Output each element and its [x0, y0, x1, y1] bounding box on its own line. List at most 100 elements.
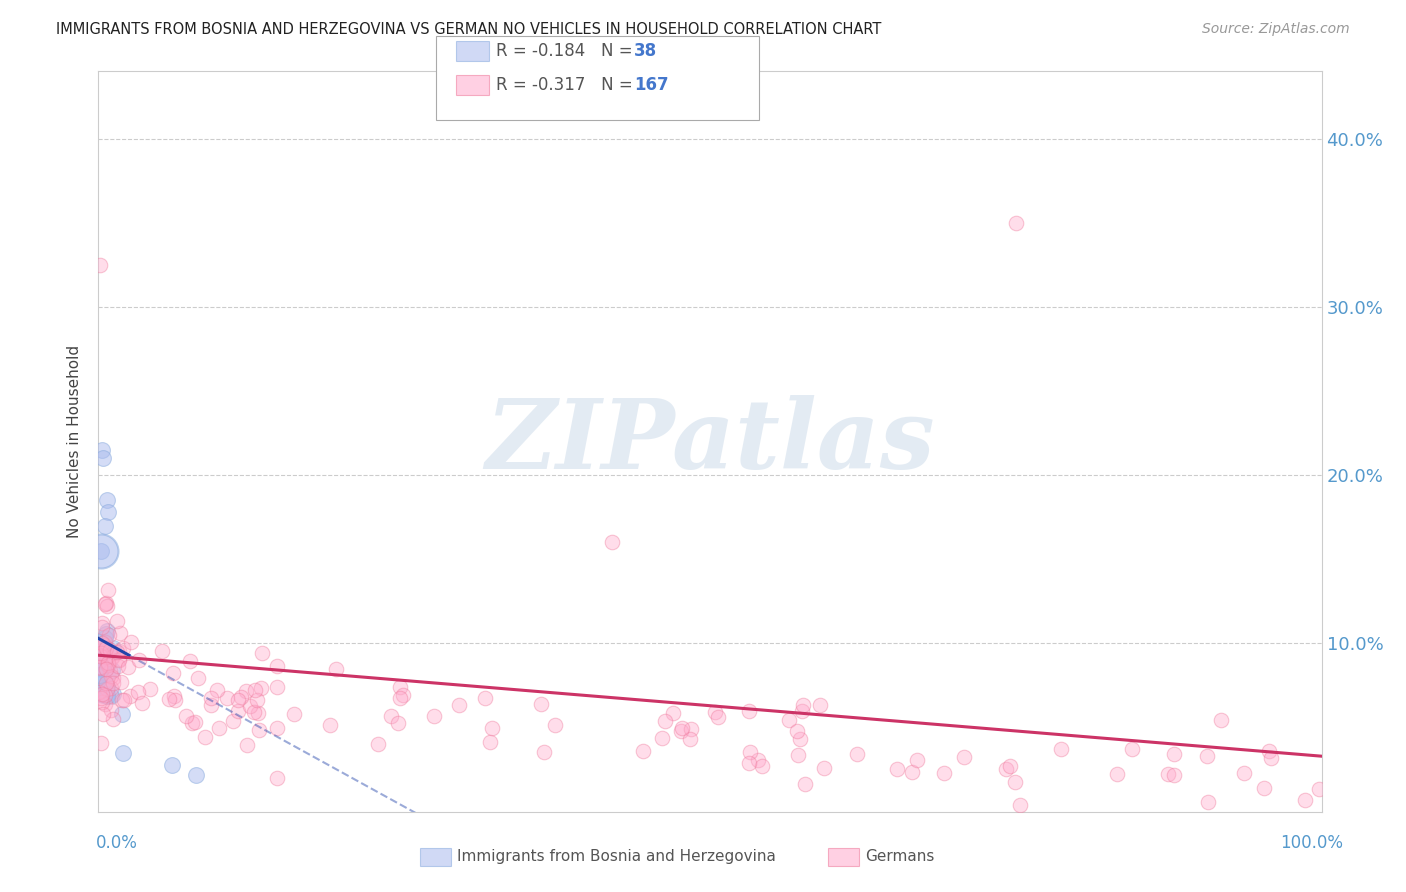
Point — [544, 717, 567, 731]
Text: 100.0%: 100.0% — [1279, 834, 1343, 852]
Point — [174, 708, 197, 723]
Point — [111, 706, 134, 721]
Point — [1233, 765, 1256, 780]
Point — [239, 699, 262, 714]
Point — [96, 493, 118, 508]
Point — [200, 698, 222, 712]
Point — [1163, 768, 1185, 782]
Point — [243, 682, 266, 697]
Point — [1195, 748, 1218, 763]
Point — [778, 714, 800, 728]
Point — [187, 671, 209, 685]
Point — [87, 670, 110, 684]
Point — [1049, 741, 1071, 756]
Point — [105, 645, 128, 659]
Point — [704, 706, 727, 720]
Point — [107, 653, 129, 667]
Point — [157, 692, 180, 706]
Point — [808, 698, 831, 712]
Point — [474, 690, 496, 705]
Point — [93, 597, 115, 611]
Point — [650, 731, 672, 746]
Point — [790, 704, 813, 718]
Point — [90, 688, 112, 702]
Point — [184, 714, 207, 729]
Point — [91, 687, 114, 701]
Point — [91, 644, 114, 658]
Point — [100, 669, 122, 683]
Point — [389, 680, 412, 694]
Point — [901, 765, 924, 780]
Point — [160, 757, 183, 772]
Point — [179, 654, 201, 668]
Point — [89, 648, 111, 663]
Point — [380, 708, 402, 723]
Point — [103, 687, 125, 701]
Point — [325, 662, 347, 676]
Point — [654, 714, 676, 728]
Point — [229, 690, 252, 705]
Point — [94, 649, 117, 664]
Point — [1008, 797, 1031, 812]
Point — [845, 747, 868, 761]
Point — [226, 692, 249, 706]
Point — [747, 753, 769, 767]
Point — [90, 736, 112, 750]
Point — [96, 662, 118, 676]
Point — [94, 632, 117, 646]
Point — [93, 698, 115, 712]
Point — [661, 706, 683, 721]
Point — [90, 646, 112, 660]
Point — [246, 706, 269, 720]
Point — [226, 704, 249, 718]
Point — [1163, 747, 1185, 761]
Point — [103, 671, 125, 685]
Point — [89, 657, 111, 672]
Point — [200, 690, 222, 705]
Point — [215, 691, 238, 706]
Text: 167: 167 — [634, 76, 669, 94]
Point — [266, 681, 288, 695]
Point — [131, 696, 153, 710]
Point — [90, 662, 112, 676]
Point — [98, 642, 121, 657]
Text: Immigrants from Bosnia and Herzegovina: Immigrants from Bosnia and Herzegovina — [457, 849, 776, 863]
Point — [96, 666, 118, 681]
Point — [1209, 713, 1232, 727]
Point — [108, 626, 131, 640]
Point — [1253, 780, 1275, 795]
Point — [128, 653, 150, 667]
Point — [786, 723, 808, 738]
Point — [243, 705, 266, 719]
Point — [93, 662, 115, 676]
Point — [100, 681, 122, 695]
Point — [120, 634, 142, 648]
Point — [792, 698, 814, 713]
Point — [249, 681, 271, 696]
Point — [481, 721, 503, 735]
Point — [998, 759, 1021, 773]
Point — [98, 664, 121, 678]
Point — [103, 648, 125, 663]
Point — [1004, 216, 1026, 230]
Point — [932, 766, 955, 780]
Point — [91, 706, 114, 721]
Point — [89, 685, 111, 699]
Point — [138, 681, 160, 696]
Point — [110, 674, 132, 689]
Point — [1157, 766, 1180, 780]
Text: R = -0.184   N =: R = -0.184 N = — [496, 42, 638, 60]
Point — [93, 635, 115, 649]
Point — [96, 689, 118, 703]
Point — [97, 583, 120, 598]
Point — [100, 663, 122, 677]
Point — [530, 697, 553, 711]
Point — [108, 651, 131, 665]
Point — [93, 674, 115, 689]
Point — [93, 688, 115, 702]
Text: ZIPatlas: ZIPatlas — [485, 394, 935, 489]
Point — [89, 643, 111, 657]
Text: Germans: Germans — [865, 849, 934, 863]
Point — [533, 745, 555, 759]
Point — [953, 749, 976, 764]
